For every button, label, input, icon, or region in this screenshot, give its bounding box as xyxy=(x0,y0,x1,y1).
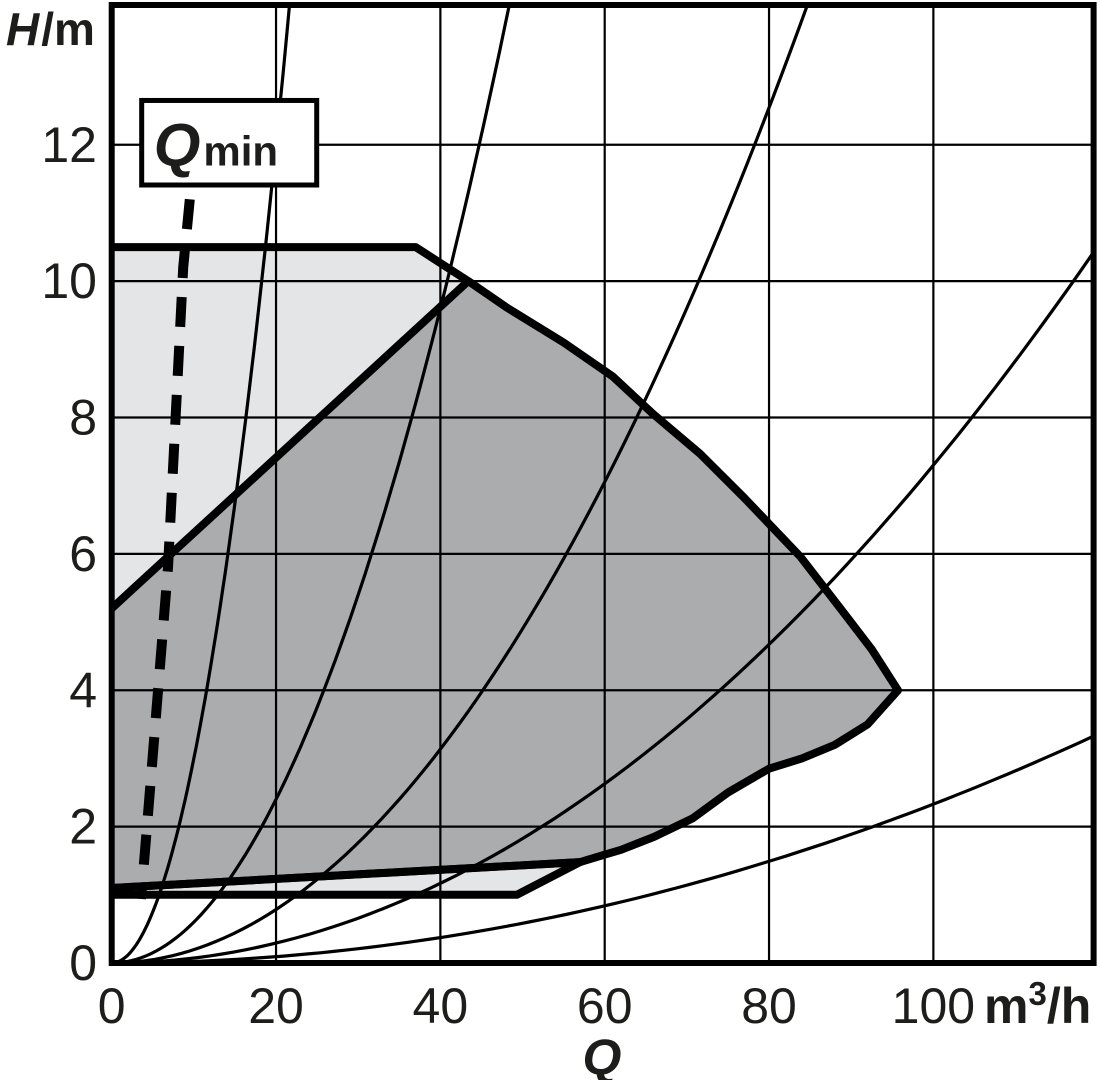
system-curve-5 xyxy=(111,734,1095,965)
system-curve-1 xyxy=(111,4,292,965)
y-tick-labels: 0 2 4 6 8 10 12 xyxy=(41,117,97,991)
y-tick-10: 10 xyxy=(41,253,97,309)
x-tick-labels: 0 20 40 60 80 100 xyxy=(98,978,975,1034)
qmin-limit-line xyxy=(136,198,195,900)
upper-extended-field-outline xyxy=(108,243,473,612)
main-control-field-outline xyxy=(111,277,902,892)
system-curve-2 xyxy=(111,4,511,965)
y-tick-2: 2 xyxy=(69,799,97,855)
x-tick-100: 100 xyxy=(892,978,975,1034)
qmin-label-box xyxy=(139,97,320,188)
y-axis-title: H/m xyxy=(6,3,95,55)
x-tick-0: 0 xyxy=(98,978,126,1034)
plot-frame xyxy=(108,2,1097,966)
lower-extended-field-outline xyxy=(111,858,585,899)
x-tick-20: 20 xyxy=(248,978,304,1034)
gridlines xyxy=(111,5,1094,963)
system-curves xyxy=(111,4,1095,965)
x-axis-unit: m3/h xyxy=(984,975,1091,1034)
system-curve-3 xyxy=(111,4,809,965)
x-tick-80: 80 xyxy=(741,978,797,1034)
y-tick-6: 6 xyxy=(69,526,97,582)
y-tick-0: 0 xyxy=(69,935,97,991)
y-tick-8: 8 xyxy=(69,390,97,446)
x-tick-40: 40 xyxy=(413,978,469,1034)
x-tick-60: 60 xyxy=(577,978,633,1034)
field-outlines xyxy=(108,243,902,899)
system-curve-4 xyxy=(111,251,1095,965)
qmin-label: Qmin xyxy=(154,111,278,178)
y-tick-4: 4 xyxy=(69,662,97,718)
x-axis-title: Q xyxy=(583,1029,622,1080)
upper-extended-field-fill xyxy=(111,247,469,609)
y-tick-12: 12 xyxy=(41,117,97,173)
